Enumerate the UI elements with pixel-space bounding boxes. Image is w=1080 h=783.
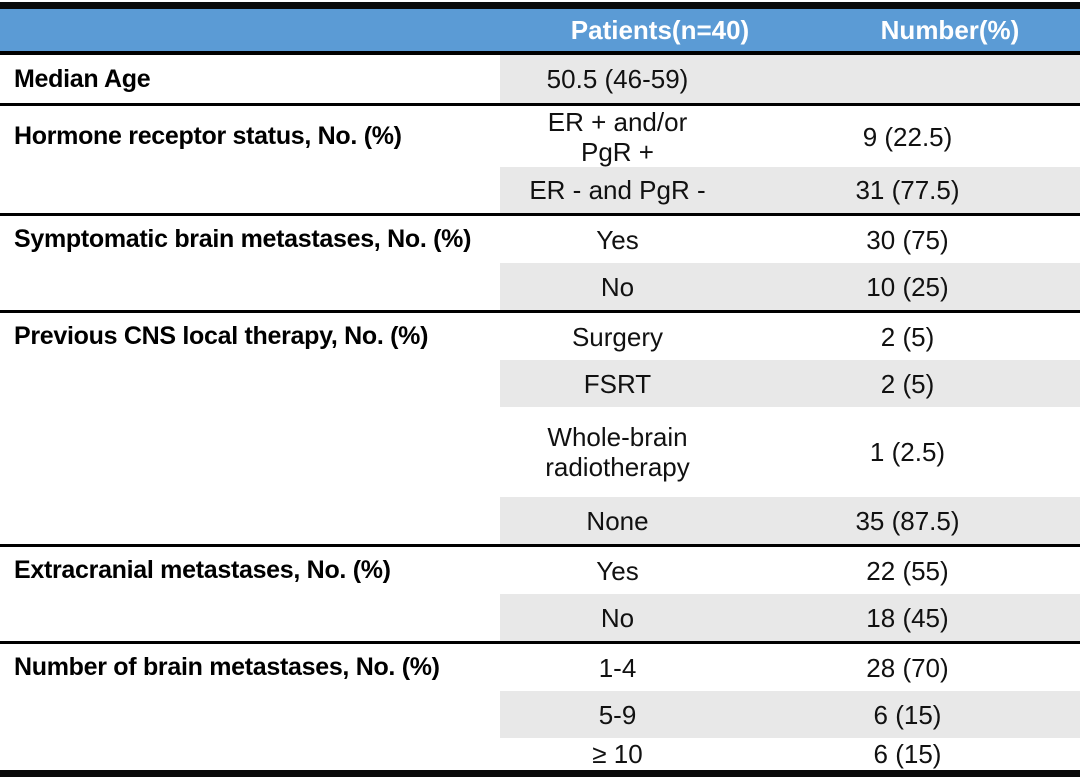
section-label-hormone-receptor: Hormone receptor status, No. (%) (0, 103, 500, 215)
category-cell: Surgery (500, 310, 820, 360)
table-row: Whole-brain radiotherapy 1 (2.5) (0, 407, 1080, 497)
table-row: Hormone receptor status, No. (%) ER + an… (0, 103, 1080, 215)
category-cell: No (500, 263, 820, 312)
section-label-extracranial-metastases: Extracranial metastases, No. (%) (0, 544, 500, 643)
value-cell: 1 (2.5) (869, 437, 946, 467)
value-cell (820, 53, 1080, 105)
category-cell: Yes (500, 544, 820, 594)
category-cell: ≥ 10 (592, 739, 643, 769)
value-cell: 6 (15) (873, 739, 942, 769)
table-row: None 35 (87.5) (0, 497, 1080, 546)
table-row: No 18 (45) (0, 594, 1080, 643)
category-cell: 1-4 (500, 641, 820, 691)
category-cell: No (500, 594, 820, 643)
table-row: 5-9 6 (15) (0, 691, 1080, 738)
table-row: ≥ 10 6 (15) (0, 738, 1080, 770)
value-cell: 31 (77.5) (820, 167, 1080, 215)
characteristics-table: Patients(n=40) Number(%) Median Age 50.5… (0, 9, 1080, 770)
header-number: Number(%) (820, 9, 1080, 55)
value-cell: 28 (70) (820, 641, 1080, 691)
section-label-number-brain-metastases: Number of brain metastases, No. (%) (0, 641, 500, 770)
table-row: Symptomatic brain metastases, No. (%) Ye… (0, 213, 1080, 312)
value-cell: 6 (15) (820, 691, 1080, 738)
category-cell: Whole-brain radiotherapy (545, 422, 690, 482)
table-row: No 10 (25) (0, 263, 1080, 312)
header-empty-cell (0, 9, 500, 55)
category-cell: 5-9 (500, 691, 820, 738)
table-row: Number of brain metastases, No. (%) 1-4 … (0, 641, 1080, 770)
section-label-previous-cns-therapy: Previous CNS local therapy, No. (%) (0, 310, 500, 546)
value-cell: 30 (75) (820, 213, 1080, 263)
category-cell: 50.5 (46-59) (500, 53, 820, 105)
table-row: Previous CNS local therapy, No. (%) Surg… (0, 310, 1080, 546)
table-row: Extracranial metastases, No. (%) Yes 22 … (0, 544, 1080, 643)
section-label-symptomatic-brain-metastases: Symptomatic brain metastases, No. (%) (0, 213, 500, 312)
table-header-row: Patients(n=40) Number(%) (0, 9, 1080, 55)
value-cell: 35 (87.5) (820, 497, 1080, 546)
value-cell: 9 (22.5) (820, 103, 1080, 167)
table-row: FSRT 2 (5) (0, 360, 1080, 407)
table-row: ER - and PgR - 31 (77.5) (0, 167, 1080, 215)
category-cell: None (500, 497, 820, 546)
category-cell: ER - and PgR - (500, 167, 820, 215)
category-cell: FSRT (500, 360, 820, 407)
category-cell: Yes (500, 213, 820, 263)
value-cell: 2 (5) (820, 310, 1080, 360)
section-label-median-age: Median Age (0, 53, 500, 105)
category-cell: ER + and/or PgR + (500, 103, 820, 167)
header-patients: Patients(n=40) (500, 9, 820, 55)
value-cell: 2 (5) (820, 360, 1080, 407)
value-cell: 18 (45) (820, 594, 1080, 643)
value-cell: 10 (25) (820, 263, 1080, 312)
value-cell: 22 (55) (820, 544, 1080, 594)
table-row: Median Age 50.5 (46-59) (0, 53, 1080, 105)
